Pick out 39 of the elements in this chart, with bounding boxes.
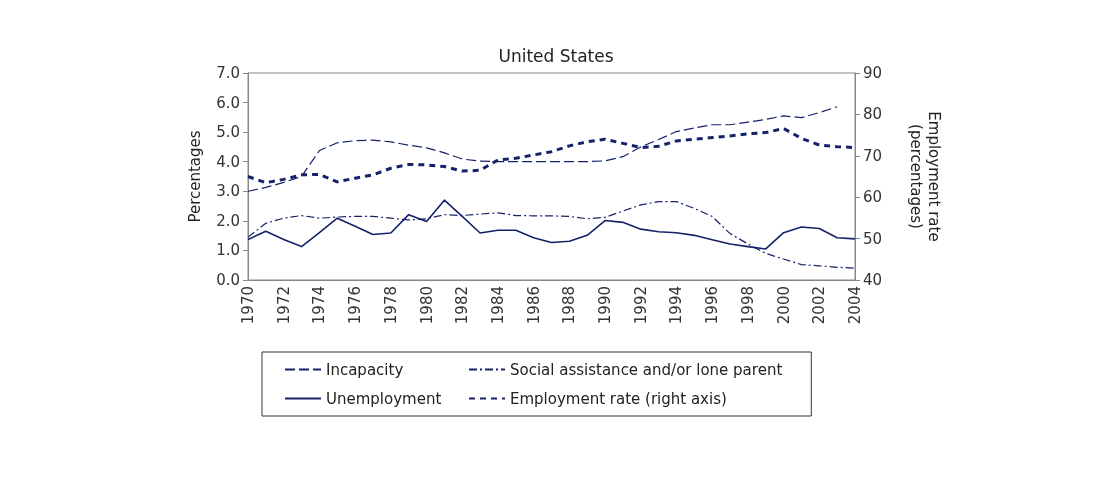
- y2-tick-label: 60: [863, 188, 883, 207]
- x-tick-label: 1986: [524, 286, 543, 325]
- y-tick-label: 2.0: [216, 211, 240, 230]
- x-tick-label: 1984: [488, 286, 507, 325]
- legend-label: Social assistance and/or lone parent: [510, 360, 783, 379]
- y2-tick-label: 90: [863, 64, 883, 82]
- y-tick-label: 4.0: [216, 152, 240, 171]
- y2-tick-label: 50: [863, 229, 883, 248]
- legend-label: Incapacity: [326, 360, 404, 379]
- y-tick-label: 5.0: [216, 123, 240, 142]
- x-tick-label: 1978: [381, 286, 400, 325]
- y-tick-label: 6.0: [216, 93, 240, 112]
- legend-label: Unemployment: [326, 389, 442, 408]
- y2-axis-title: Employment rate (percentages): [907, 111, 943, 242]
- y-tick-label: 1.0: [216, 241, 240, 260]
- legend-label: Employment rate (right axis): [510, 389, 727, 408]
- x-tick-label: 1972: [274, 286, 293, 325]
- y2-tick-label: 80: [863, 105, 883, 124]
- x-tick-label: 1990: [596, 286, 615, 325]
- y-tick-label: 7.0: [216, 64, 240, 82]
- x-tick-label: 1998: [738, 286, 757, 325]
- x-tick-label: 1980: [417, 286, 436, 325]
- x-tick-label: 1976: [346, 286, 365, 325]
- y2-tick-label: 70: [863, 146, 883, 165]
- x-tick-label: 1982: [453, 286, 472, 325]
- y-tick-label: 0.0: [216, 271, 240, 289]
- y-tick-label: 3.0: [216, 182, 240, 201]
- x-tick-label: 1974: [310, 286, 329, 325]
- x-tick-label: 1994: [667, 286, 686, 325]
- chart-title: United States: [498, 45, 614, 66]
- x-tick-label: 1988: [560, 286, 579, 325]
- x-tick-label: 1996: [703, 286, 722, 325]
- x-tick-label: 2000: [774, 286, 793, 325]
- y2-tick-label: 40: [863, 271, 883, 289]
- x-tick-label: 1992: [631, 286, 650, 325]
- x-tick-label: 2004: [846, 286, 864, 325]
- x-tick-label: 2002: [810, 286, 829, 325]
- x-tick-label: 1970: [239, 286, 257, 325]
- y-axis-title: Percentages: [186, 130, 204, 223]
